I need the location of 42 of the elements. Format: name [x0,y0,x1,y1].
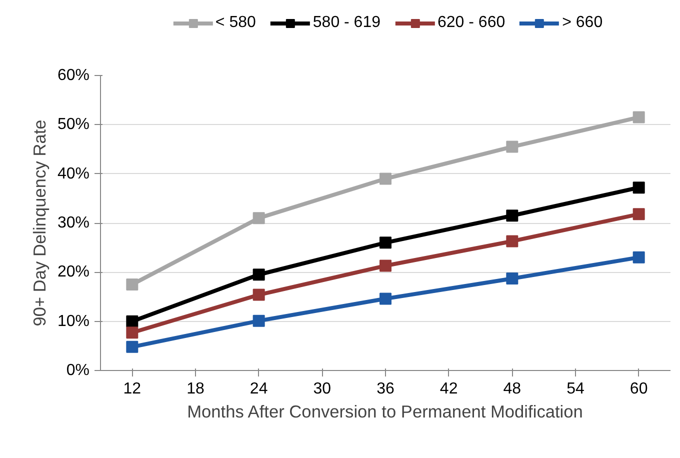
point [252,212,265,224]
x-axis-title: Months After Conversion to Permanent Modification [187,402,583,422]
y-tick-label: 30% [57,214,90,232]
point [506,235,518,248]
point [380,172,392,185]
y-tick-label: 0% [66,362,90,379]
point [126,278,138,290]
legend-label: 580 - 619 [312,14,380,32]
point [632,251,645,264]
x-tick-label: 60 [630,380,648,398]
legend-label: < 580 [215,14,256,32]
point [126,326,138,339]
x-tick-label: 24 [250,380,268,398]
y-tick-label: 40% [57,165,90,182]
legend-label: 620 - 660 [438,14,506,32]
point [252,268,265,281]
y-tick-label: 60% [57,67,90,84]
point [126,315,138,328]
x-tick-label: 12 [123,380,142,398]
point [380,236,392,249]
legend-label: > 660 [562,14,603,32]
x-tick-label: 36 [376,380,394,398]
point [632,182,645,194]
point [252,314,265,327]
x-tick-label: 54 [566,380,584,398]
point [506,140,518,153]
y-axis-title: 90+ Day Delinquency Rate [29,120,50,326]
y-tick-label: 50% [57,116,90,134]
x-tick-label: 30 [313,380,332,398]
point [252,288,265,301]
y-tick-label: 10% [57,312,90,330]
point [506,272,518,285]
point [506,210,518,222]
point [126,340,138,353]
y-tick-label: 20% [57,264,90,281]
point [380,260,392,272]
point [632,208,645,220]
point [632,111,645,124]
x-tick-label: 18 [186,380,204,398]
point [380,292,392,305]
x-tick-label: 48 [503,380,522,398]
x-tick-label: 42 [440,380,458,398]
